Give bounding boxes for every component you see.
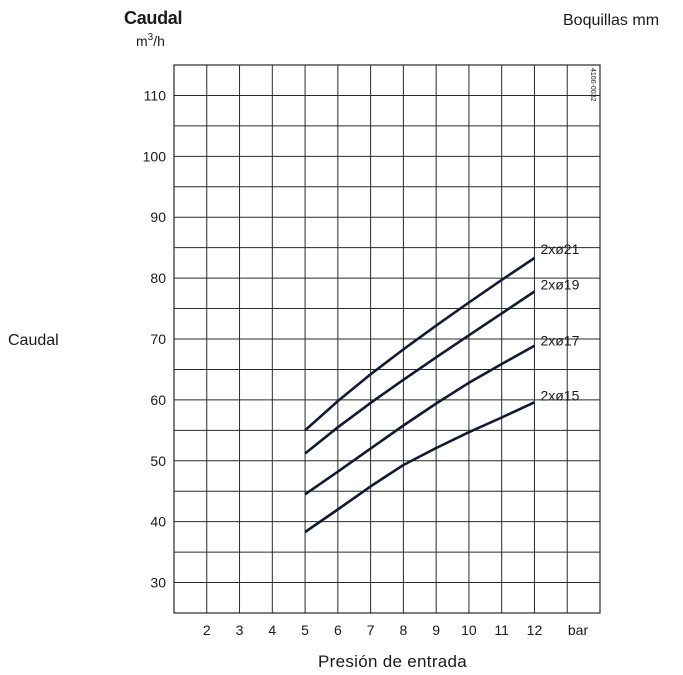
series-line [304,290,536,455]
x-tick-label: 12 [527,622,543,638]
series-line [304,401,536,534]
y-unit-label: m3/h [136,32,165,49]
unit-tail: /h [153,33,165,49]
x-tick-label: 5 [301,622,309,638]
nozzles-label: Boquillas mm [563,12,660,29]
x-tick-label: 10 [461,622,477,638]
series-lines: 2xø21 2xø19 2xø17 2xø15 [304,241,580,534]
series-line [304,344,536,496]
plot-frame [173,64,601,614]
series-line [304,256,536,432]
y-tick-label: 110 [144,87,167,103]
y-tick-label: 40 [150,514,166,530]
chart-title: Caudal [124,8,183,28]
x-tick-label: 2 [203,622,211,638]
y-tick-label: 80 [150,270,166,286]
x-tick-label: 4 [268,622,276,638]
series-label: 2xø21 [540,241,579,257]
series-label: 2xø15 [540,387,579,403]
x-tick-label: 8 [399,622,407,638]
x-tick-label: 3 [236,622,244,638]
side-axis-label: Caudal [8,332,59,349]
x-tick-label: 7 [367,622,375,638]
x-tick-label: 11 [494,622,509,638]
y-tick-label: 60 [150,392,166,408]
x-tick-label: 6 [334,622,342,638]
grid [174,65,600,613]
unit-base: m [136,33,148,49]
series-label: 2xø17 [540,333,579,349]
series-label: 2xø19 [540,277,579,293]
y-tick-label: 30 [150,575,166,591]
unit-exponent: 3 [147,32,154,43]
y-tick-label: 100 [143,148,167,164]
x-axis-title: Presión de entrada [318,652,468,671]
tick-labels: 2 3 4 5 6 7 8 9 10 11 12 bar 30 40 50 60 70 80 90 100 110 [143,87,589,638]
x-tick-label: 9 [432,622,440,638]
y-tick-label: 50 [150,453,166,469]
y-tick-label: 70 [150,331,166,347]
y-tick-label: 90 [150,209,166,225]
x-unit-label: bar [568,622,589,638]
